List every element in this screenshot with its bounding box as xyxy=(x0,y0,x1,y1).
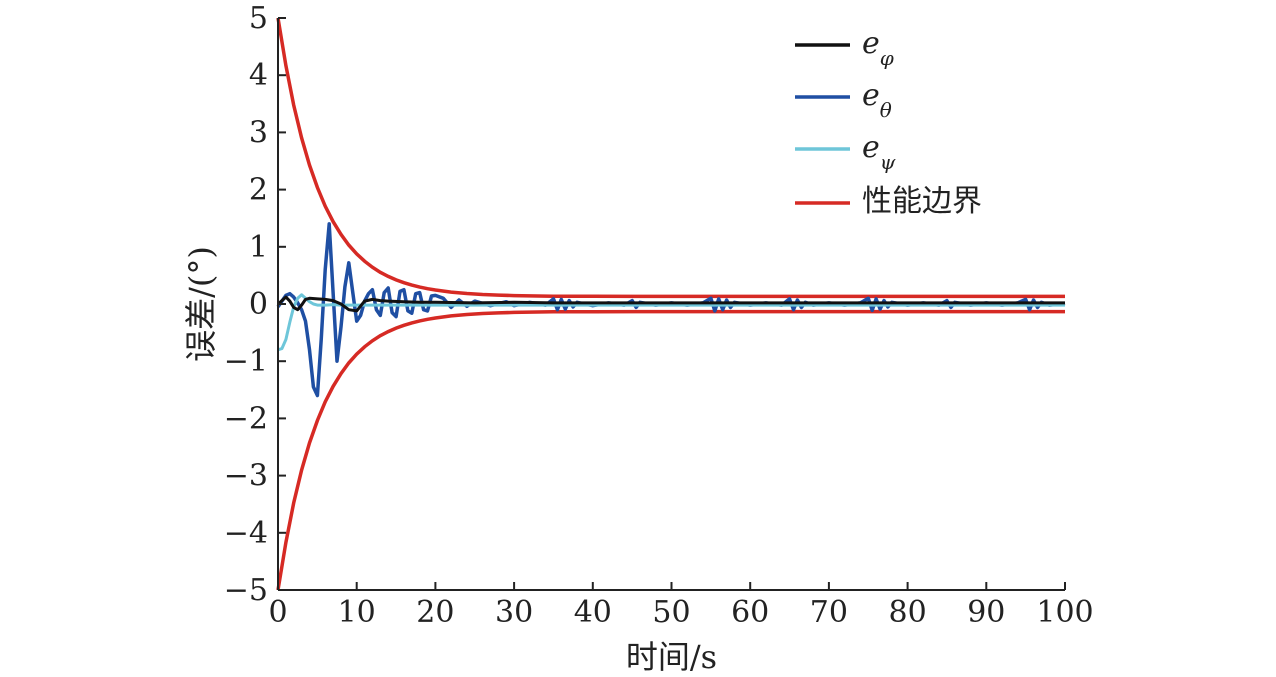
x-tick-label: 60 xyxy=(731,595,769,630)
y-tick-label: 5 xyxy=(249,1,268,36)
x-tick-label: 0 xyxy=(268,595,287,630)
x-tick-label: 10 xyxy=(338,595,376,630)
x-tick-label: 30 xyxy=(495,595,533,630)
y-tick-label: −5 xyxy=(224,573,268,608)
series-line-e-phi xyxy=(277,295,1065,313)
y-axis-title: 误差/(°) xyxy=(182,246,220,362)
series-line-bound-lower xyxy=(276,309,1065,591)
legend-entry: eφ xyxy=(862,26,894,70)
x-tick-label: 70 xyxy=(810,595,848,630)
y-tick-label: 2 xyxy=(249,173,268,208)
y-tick-label: 0 xyxy=(249,287,268,322)
y-tick-label: −3 xyxy=(224,459,268,494)
series-line-bound-upper xyxy=(276,17,1065,299)
legend-entry: eθ xyxy=(862,78,892,122)
x-tick-label: 90 xyxy=(967,595,1005,630)
y-tick-label: 1 xyxy=(249,230,268,265)
y-tick-label: −2 xyxy=(224,401,268,436)
y-tick-label: −1 xyxy=(224,344,268,379)
y-axis: 5 4 3 2 1 0 −1 −2 −3 −4 −5 xyxy=(224,1,286,608)
y-tick-label: −4 xyxy=(224,516,268,551)
x-tick-label: 20 xyxy=(416,595,454,630)
x-tick-label: 40 xyxy=(574,595,612,630)
legend-entry: 性能边界 xyxy=(862,184,982,219)
x-tick-label: 80 xyxy=(889,595,927,630)
y-tick-label: 4 xyxy=(249,58,268,93)
x-tick-label: 50 xyxy=(652,595,690,630)
legend-entry: eψ xyxy=(862,130,896,174)
series-line-e-theta xyxy=(276,222,1066,398)
y-tick-label: 3 xyxy=(249,115,268,150)
plot-area xyxy=(276,17,1066,591)
x-axis: 0 10 20 30 40 50 60 70 80 90 100 xyxy=(268,582,1094,630)
legend: eφ eθ eψ 性能边界 xyxy=(795,26,982,219)
x-tick-label: 100 xyxy=(1036,595,1093,630)
x-axis-title: 时间/s xyxy=(626,638,717,676)
